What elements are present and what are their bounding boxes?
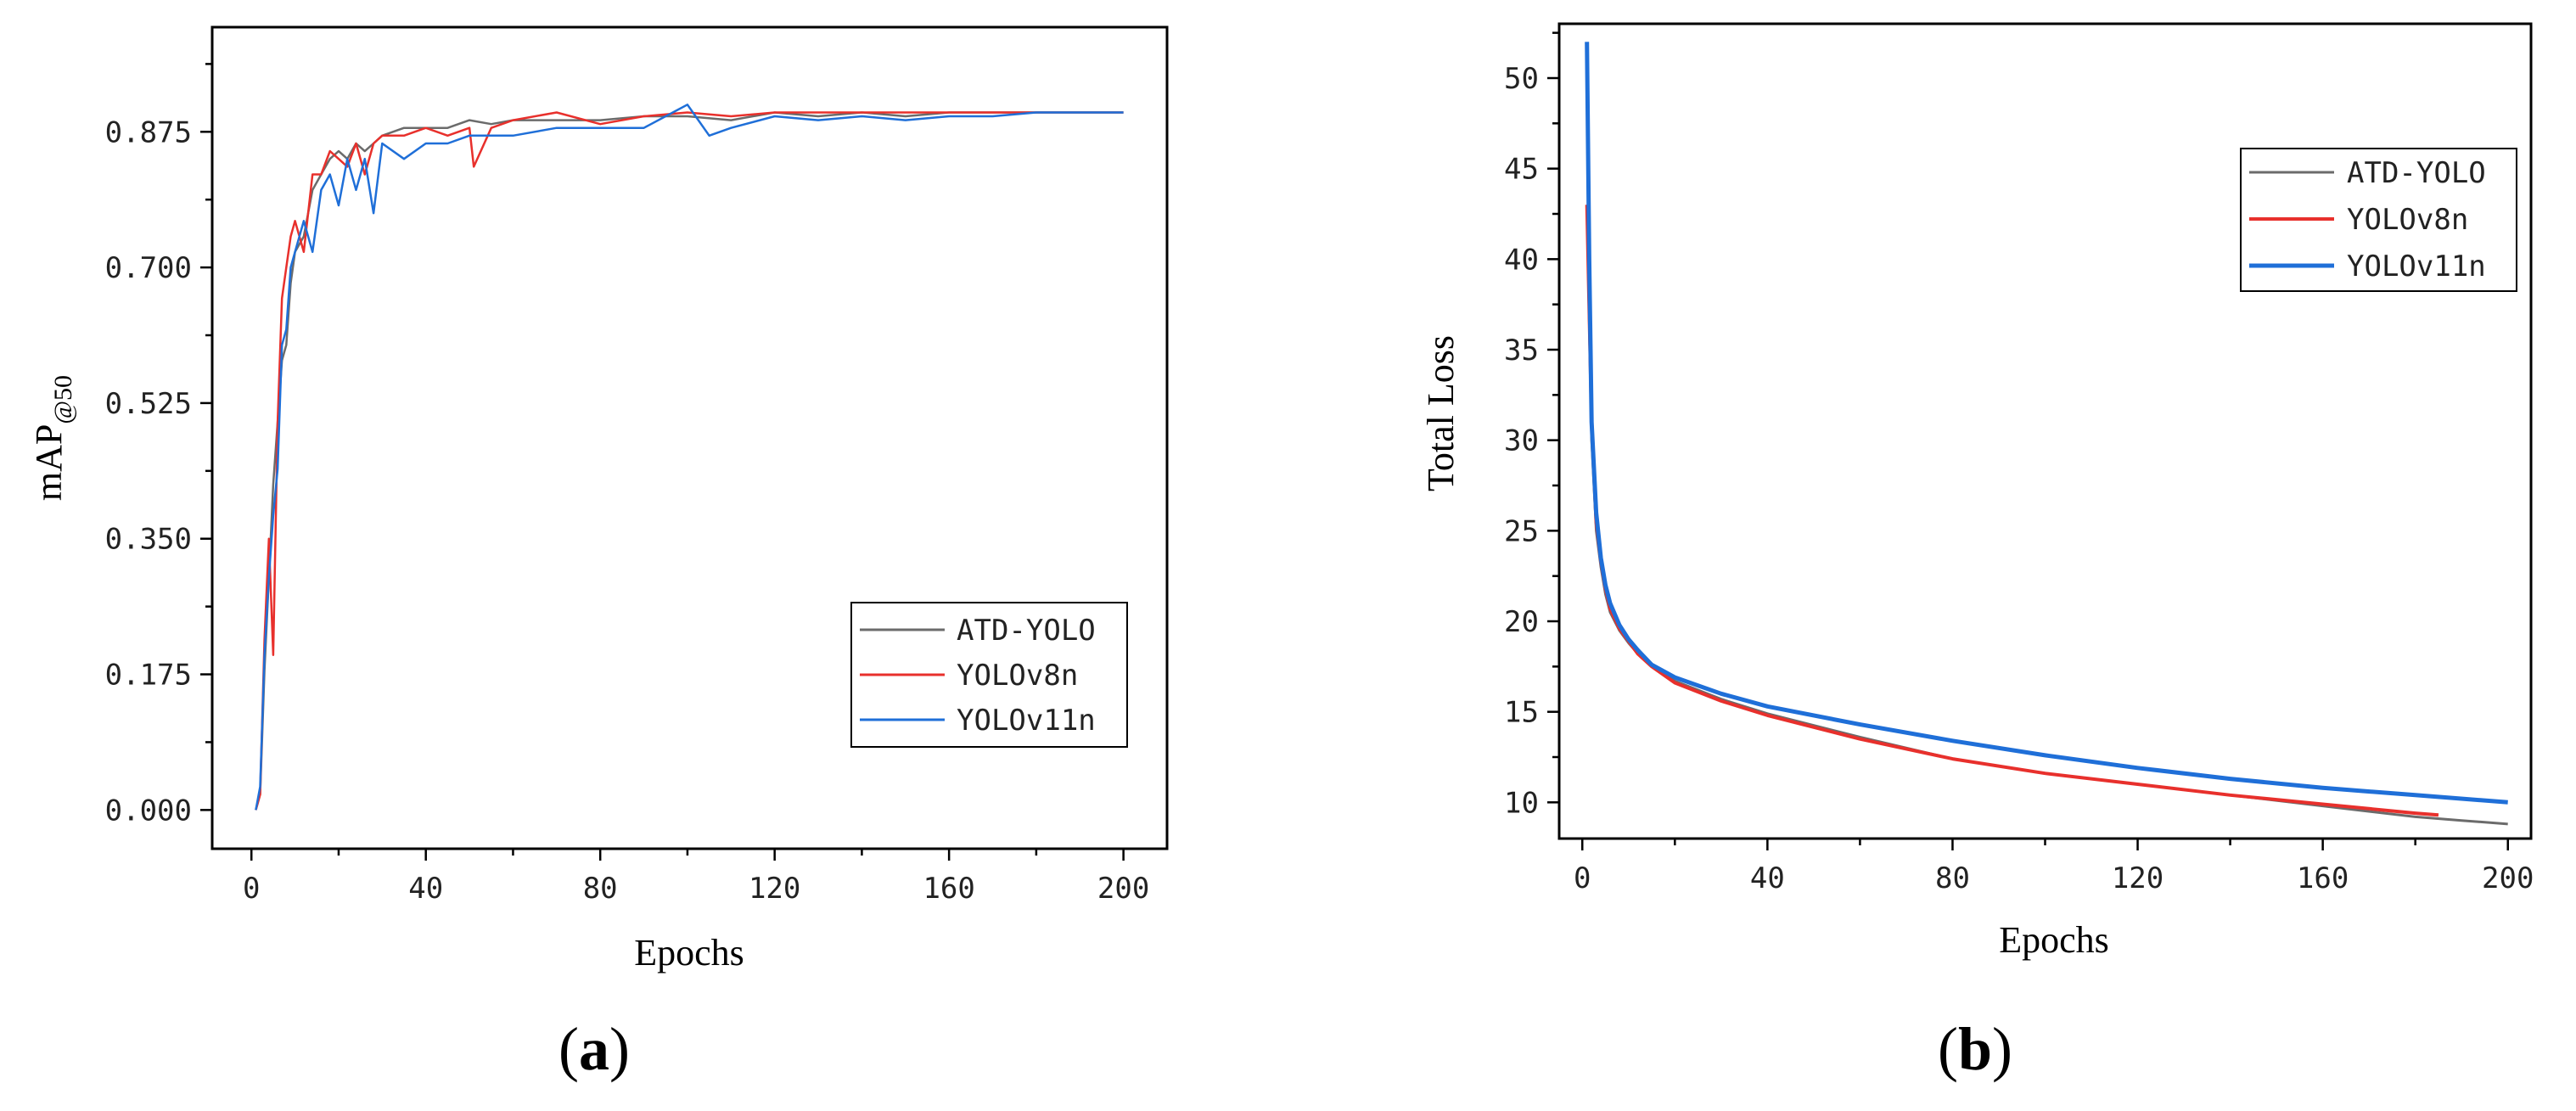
chart-a-ytick-label: 0.175 [105,659,192,693]
chart-a-ytick-label: 0.525 [105,387,192,421]
chart-a-ytick-label: 0.875 [105,115,192,149]
chart-a-panel-label-open: ( [558,1015,579,1083]
chart-a-xtick-label: 120 [749,872,800,906]
chart-a-series-yolov11n [255,104,1124,811]
chart-a-curves [255,104,1124,811]
chart-a-panel-label: (a) [558,1015,630,1083]
chart-a-ylabel-main: mAP [28,424,70,501]
chart-a-ytick-label: 0.700 [105,251,192,285]
chart-a-ytick-label: 0.000 [105,794,192,828]
chart-b-ytick-label: 35 [1504,334,1539,368]
chart-panel-a: 0 40 80 120 160 200 0.000 0.175 0.350 0.525 0.700 0… [28,25,1169,1083]
chart-b-series-yolov8n [1585,205,2439,817]
chart-b-plot-frame [1557,22,2533,840]
chart-b-ytick-label: 25 [1504,514,1539,548]
chart-b-legend: ATD-YOLO YOLOv8n YOLOv11n [2240,148,2517,292]
chart-b-panel-label-close: ) [1992,1015,2012,1083]
chart-a-series-atd-yolo [255,111,1124,811]
chart-a-series-yolov8n [255,111,1124,811]
chart-a-ytick-label: 0.350 [105,523,192,557]
chart-b-series-atd-yolo [1585,205,2508,826]
chart-b-legend-label-yolov11n: YOLOv11n [2347,250,2486,283]
chart-b-ytick-label: 40 [1504,243,1539,277]
chart-b-ytick-label: 45 [1504,153,1539,187]
chart-a-xtick-label: 80 [583,872,618,906]
chart-a-plot-frame [210,25,1169,850]
chart-b-xtick-label: 160 [2297,861,2349,895]
chart-b-panel-label-open: ( [1938,1015,1958,1083]
chart-b-xlabel: Epochs [1999,919,2109,961]
chart-a-xtick-label: 160 [923,872,974,906]
chart-b-ytick-label: 15 [1504,696,1539,730]
chart-b-legend-label-yolov8n: YOLOv8n [2347,203,2468,237]
chart-a-legend-label-atd-yolo: ATD-YOLO [957,614,1096,648]
chart-b-xtick-label: 0 [1574,861,1591,895]
chart-a-xtick-label: 0 [243,872,260,906]
chart-a-xtick-label: 40 [408,872,443,906]
chart-a-xtick-label: 200 [1097,872,1149,906]
chart-a-legend-label-yolov8n: YOLOv8n [957,659,1078,693]
chart-b-xtick-label: 40 [1750,861,1785,895]
chart-b-ytick-label: 10 [1504,786,1539,820]
chart-b-ylabel: Total Loss [1420,335,1462,491]
chart-a-ylabel: mAP@50 [28,375,77,501]
chart-a-ylabel-sub: @50 [49,375,77,424]
chart-b-curves [1585,42,2508,826]
chart-a-legend: ATD-YOLO YOLOv8n YOLOv11n [850,602,1128,748]
chart-b-ytick-label: 30 [1504,424,1539,458]
chart-b-ytick-label: 50 [1504,62,1539,96]
chart-a-panel-label-letter: a [579,1015,609,1083]
chart-b-xtick-label: 120 [2112,861,2164,895]
chart-b-ytick-label: 20 [1504,605,1539,639]
chart-a-ticks: 0 40 80 120 160 200 0.000 0.175 0.350 0.525 0.700 0… [105,63,1149,906]
chart-b-series-yolov11n [1585,42,2508,805]
chart-b-legend-label-atd-yolo: ATD-YOLO [2347,156,2486,190]
chart-b-panel-label: (b) [1938,1015,2012,1083]
chart-b-panel-label-letter: b [1958,1015,1992,1083]
chart-a-legend-label-yolov11n: YOLOv11n [957,704,1096,738]
chart-b-xtick-label: 200 [2482,861,2534,895]
chart-a-panel-label-close: ) [609,1015,630,1083]
chart-b-xtick-label: 80 [1935,861,1970,895]
chart-a-xlabel: Epochs [634,932,744,974]
